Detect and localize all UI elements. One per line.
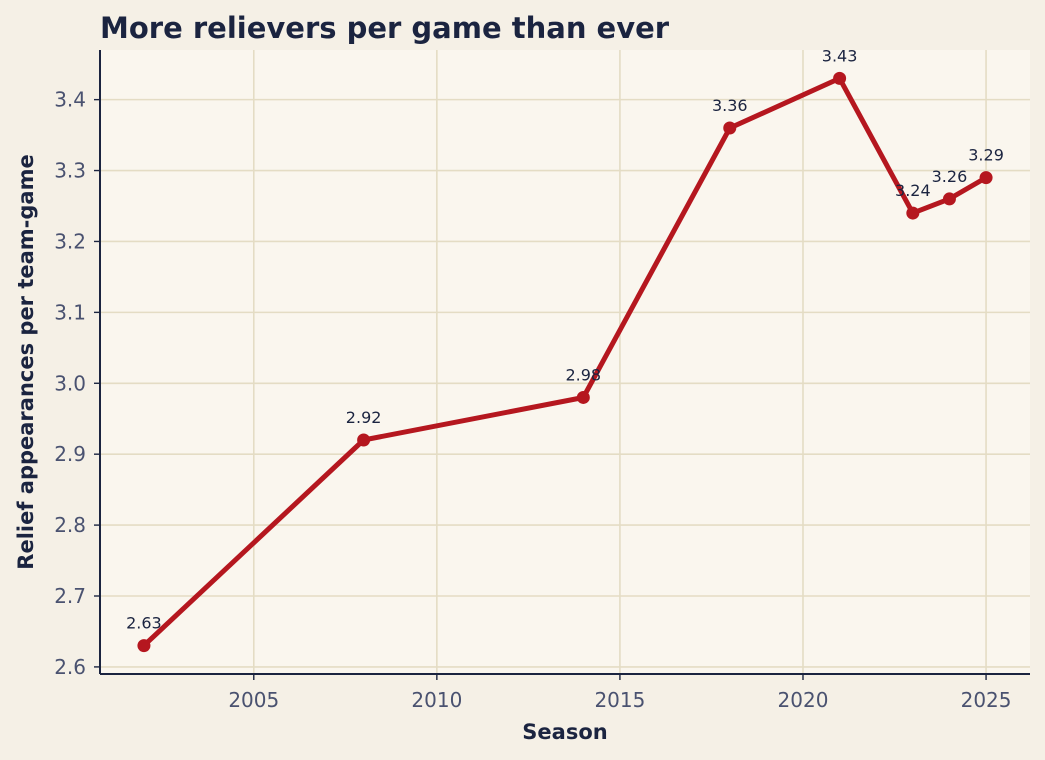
- y-tick-label: 2.7: [54, 584, 86, 608]
- y-tick-label: 3.1: [54, 300, 86, 324]
- data-label: 3.43: [822, 46, 858, 65]
- data-label: 3.36: [712, 96, 748, 115]
- x-tick-label: 2015: [594, 688, 645, 712]
- axes: [99, 50, 1030, 675]
- data-point: [137, 639, 151, 653]
- x-tick-label: 2025: [961, 688, 1012, 712]
- y-axis-label: Relief appearances per team-game: [14, 154, 38, 569]
- data-point: [357, 433, 371, 447]
- y-tick-label: 2.9: [54, 442, 86, 466]
- grid-lines: [100, 50, 1030, 674]
- data-label: 2.92: [346, 408, 382, 427]
- x-tick-label: 2010: [411, 688, 462, 712]
- chart-title: More relievers per game than ever: [100, 11, 670, 45]
- x-tick-label: 2020: [778, 688, 829, 712]
- tick-labels: 2005 2010 2015 2020 2025 2.6 2.7 2.8 2.9 3.0 3.1 3.…: [54, 88, 1011, 712]
- series-line: [141, 75, 989, 649]
- data-point: [723, 121, 737, 135]
- data-point: [942, 192, 956, 206]
- x-tick-label: 2005: [228, 688, 279, 712]
- data-point: [906, 206, 920, 220]
- data-label: 3.26: [932, 167, 968, 186]
- y-tick-label: 2.6: [54, 655, 86, 679]
- y-tick-label: 3.0: [54, 371, 86, 395]
- y-tick-label: 3.4: [54, 88, 86, 112]
- series-layer: [137, 71, 993, 653]
- data-label: 3.29: [968, 146, 1004, 165]
- data-labels: 2.63 2.92 2.98 3.36 3.43 3.243.263.29: [126, 46, 1004, 632]
- x-axis-label: Season: [522, 720, 607, 744]
- y-tick-label: 3.2: [54, 229, 86, 253]
- data-label: 3.24: [895, 181, 931, 200]
- data-label: 2.98: [565, 365, 601, 384]
- data-point: [833, 71, 847, 85]
- data-label: 2.63: [126, 614, 162, 633]
- data-point: [576, 390, 590, 404]
- plot-background: [100, 50, 1030, 674]
- data-point: [979, 171, 993, 185]
- y-tick-label: 2.8: [54, 513, 86, 537]
- y-tick-label: 3.3: [54, 159, 86, 183]
